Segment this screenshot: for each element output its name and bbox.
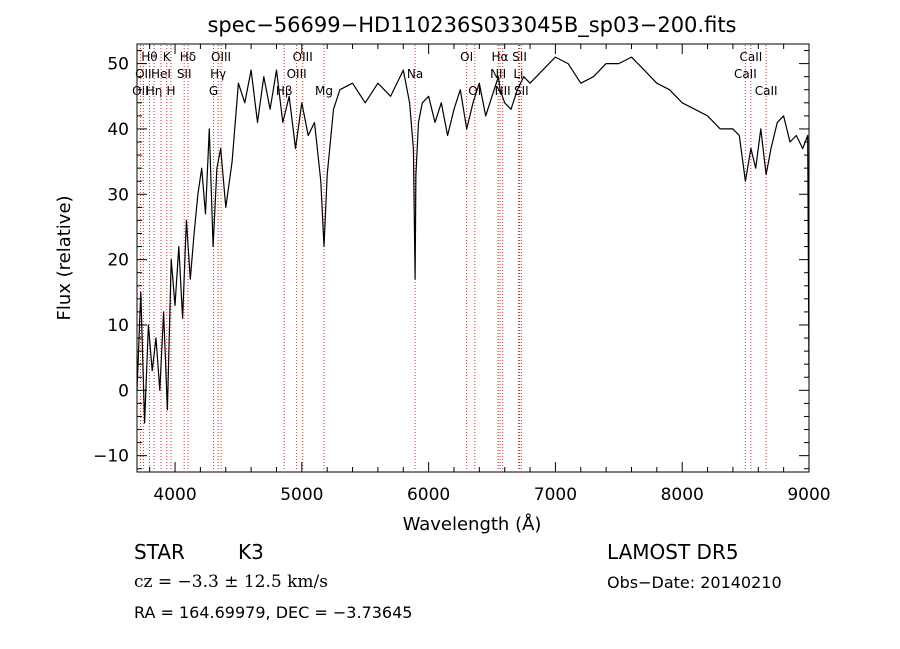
line-marker-label: SII — [514, 84, 529, 98]
redshift-text: cz = −3.3 ± 12.5 km/s — [134, 572, 328, 592]
spectrum-series — [136, 56, 810, 424]
line-marker-label: Hθ — [141, 50, 157, 64]
line-marker-label: NII — [495, 84, 511, 98]
x-tick-label: 7000 — [534, 485, 577, 505]
y-axis: −10 0 10 20 30 40 50 — [93, 50, 809, 470]
line-marker-label: Hγ — [210, 67, 226, 81]
spectrum-line — [136, 56, 810, 424]
line-marker-label: OII — [132, 84, 149, 98]
line-marker-label: SII — [177, 67, 192, 81]
y-tick-label: 20 — [107, 251, 129, 271]
x-tick-label: 8000 — [661, 485, 704, 505]
line-marker-label: Hα — [492, 50, 509, 64]
y-axis-label: Flux (relative) — [54, 195, 75, 320]
y-tick-label: 50 — [107, 55, 129, 75]
ra-dec-text: RA = 164.69979, DEC = −3.73645 — [134, 603, 413, 622]
x-axis-label: Wavelength (Å) — [403, 513, 542, 535]
line-marker-label: CaII — [740, 50, 763, 64]
line-marker-label: SII — [512, 50, 527, 64]
line-marker-label: OIII — [293, 50, 313, 64]
chart-title: spec−56699−HD110236S033045B_sp03−200.fit… — [207, 13, 736, 38]
line-marker-label: Li — [513, 67, 523, 81]
line-marker-label: HeI — [151, 67, 171, 81]
x-tick-label: 9000 — [787, 485, 830, 505]
line-marker-label: Na — [407, 67, 423, 81]
y-tick-label: 30 — [107, 185, 129, 205]
x-tick-label: 4000 — [153, 485, 196, 505]
y-tick-label: 0 — [118, 381, 129, 401]
line-marker-label: Mg — [315, 84, 333, 98]
line-marker-label: OIII — [287, 67, 307, 81]
subclass-label: K3 — [238, 540, 264, 564]
y-tick-label: 40 — [107, 120, 129, 140]
y-tick-label: −10 — [93, 447, 129, 467]
line-marker-label: OII — [135, 67, 152, 81]
class-label: STAR — [134, 540, 185, 564]
line-marker-label: K — [163, 50, 172, 64]
line-marker-label: CaII — [755, 84, 778, 98]
x-tick-label: 6000 — [407, 485, 450, 505]
line-marker-label: OIII — [211, 50, 231, 64]
y-tick-label: 10 — [107, 316, 129, 336]
line-marker-label: Hη — [146, 84, 163, 98]
line-marker-label: Hδ — [180, 50, 196, 64]
line-marker-label: H — [166, 84, 175, 98]
x-axis: 4000 5000 6000 7000 8000 9000 — [149, 44, 831, 505]
plot-frame — [136, 43, 810, 473]
line-marker-label: OI — [460, 50, 473, 64]
survey-label: LAMOST DR5 — [607, 540, 739, 564]
line-marker-label: CaII — [734, 67, 757, 81]
x-tick-label: 5000 — [280, 485, 323, 505]
line-marker-label: G — [209, 84, 218, 98]
line-marker-label: NII — [490, 67, 506, 81]
obs-date-text: Obs−Date: 20140210 — [607, 573, 782, 592]
